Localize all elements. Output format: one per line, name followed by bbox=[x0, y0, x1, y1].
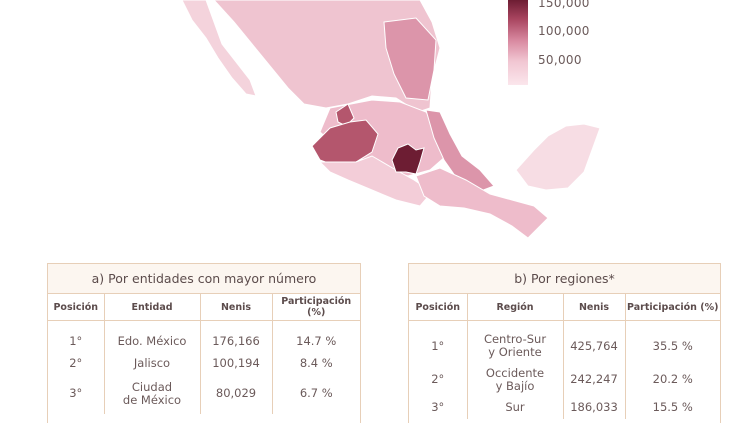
table-cell-participation: 6.7 % bbox=[299, 386, 333, 400]
table-header-position: Posición bbox=[409, 294, 468, 321]
table-cell-participation: 35.5 % bbox=[652, 338, 693, 353]
table-cell-position: 2° bbox=[48, 353, 105, 374]
table-cell-entity: Ciudad de México bbox=[104, 373, 201, 414]
table-cell-region: Sur bbox=[467, 396, 564, 419]
table-header-participation: Participación (%) bbox=[272, 294, 360, 321]
legend-color-scale bbox=[508, 0, 528, 85]
table-cell-entity: Edo. México bbox=[104, 320, 201, 354]
table-cell-participation: 8.4 % bbox=[299, 356, 333, 370]
map-region-south bbox=[415, 167, 549, 239]
table-row: 2° Jalisco 100,194 8.4 % bbox=[48, 353, 360, 374]
table-entities-panel: a) Por entidades con mayor número Posici… bbox=[47, 263, 361, 423]
table-header-participation: Participación (%) bbox=[625, 294, 720, 321]
map-region-southwest bbox=[318, 155, 433, 207]
table-row: 3° Ciudad de México 80,029 6.7 % bbox=[48, 373, 360, 414]
map-region-veracruz bbox=[425, 109, 495, 193]
map-region-yucatan bbox=[515, 123, 601, 191]
table-cell-region: Centro-Sur y Oriente bbox=[467, 320, 564, 363]
map-region-edo-mexico bbox=[391, 143, 425, 175]
table-regions-panel: b) Por regiones* Posición Región Nenis P… bbox=[408, 263, 721, 423]
table-cell-participation: 14.7 % bbox=[296, 334, 337, 349]
table-entities-title: a) Por entidades con mayor número bbox=[48, 264, 360, 294]
table-cell-participation: 15.5 % bbox=[652, 400, 693, 414]
table-header-nenis: Nenis bbox=[563, 294, 626, 321]
table-regions-title: b) Por regiones* bbox=[409, 264, 720, 294]
table-row: 3° Sur 186,033 15.5 % bbox=[409, 396, 720, 419]
table-header-region: Región bbox=[467, 294, 564, 321]
table-header-entity: Entidad bbox=[104, 294, 201, 321]
table-cell-nenis: 186,033 bbox=[563, 396, 626, 419]
table-cell-position: 3° bbox=[48, 373, 105, 414]
table-cell-nenis: 80,029 bbox=[200, 373, 273, 414]
mexico-choropleth-map bbox=[181, 0, 601, 239]
table-entities: Posición Entidad Nenis Participación (%)… bbox=[48, 294, 360, 414]
table-cell-nenis: 425,764 bbox=[563, 320, 626, 363]
table-cell-nenis: 100,194 bbox=[200, 353, 273, 374]
table-cell-nenis: 242,247 bbox=[563, 362, 626, 397]
table-cell-position: 1° bbox=[48, 320, 105, 354]
table-header-nenis: Nenis bbox=[200, 294, 273, 321]
legend-label-50k: 50,000 bbox=[538, 53, 582, 67]
map-region-north bbox=[213, 0, 441, 113]
table-cell-entity: Jalisco bbox=[104, 353, 201, 374]
table-header-position: Posición bbox=[48, 294, 105, 321]
table-cell-position: 3° bbox=[409, 396, 468, 419]
map-legend: 150,000 100,000 50,000 bbox=[508, 0, 590, 85]
table-row: 2° Occidente y Bajío 242,247 20.2 % bbox=[409, 362, 720, 397]
legend-label-150k: 150,000 bbox=[538, 0, 590, 10]
table-regions: Posición Región Nenis Participación (%) … bbox=[409, 294, 720, 419]
map-region-baja-california bbox=[181, 0, 257, 97]
table-row: 1° Centro-Sur y Oriente 425,764 35.5 % bbox=[409, 320, 720, 363]
legend-label-100k: 100,000 bbox=[538, 24, 590, 38]
table-cell-nenis: 176,166 bbox=[200, 320, 273, 354]
table-cell-position: 2° bbox=[409, 362, 468, 397]
table-row: 1° Edo. México 176,166 14.7 % bbox=[48, 320, 360, 354]
table-cell-region: Occidente y Bajío bbox=[467, 362, 564, 397]
table-cell-participation: 20.2 % bbox=[652, 372, 693, 386]
table-cell-position: 1° bbox=[409, 320, 468, 363]
map-region-northeast bbox=[383, 17, 437, 101]
